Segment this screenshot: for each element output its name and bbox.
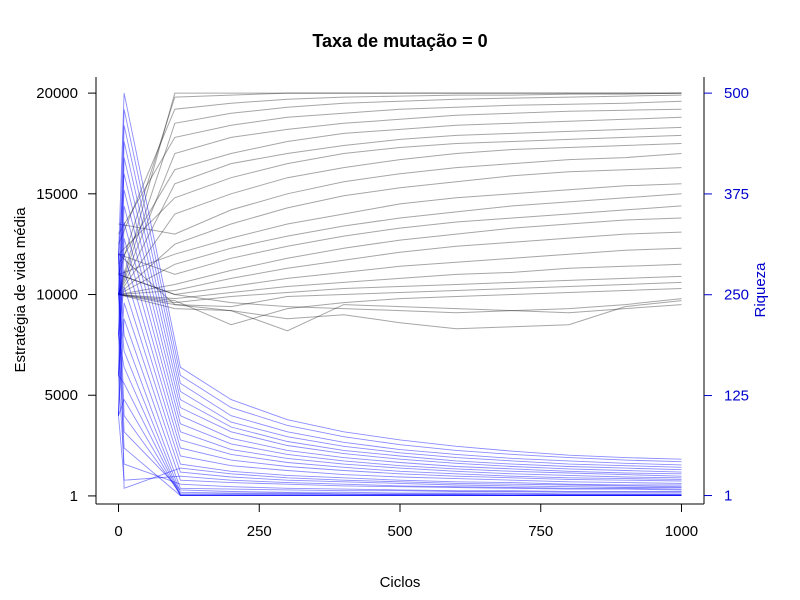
wealth-series-line	[118, 268, 682, 484]
strategy-series-line	[118, 108, 682, 295]
y2-axis-title: Riqueza	[752, 262, 769, 318]
x-axis-title: Ciclos	[380, 574, 421, 591]
wealth-series-line	[118, 415, 682, 490]
strategy-series-line	[118, 92, 682, 245]
wealth-series-line	[118, 302, 682, 488]
strategy-series-line	[118, 247, 682, 296]
y2-tick-label: 250	[724, 287, 749, 304]
y2-tick-label: 500	[724, 85, 749, 102]
wealth-series-line	[118, 141, 682, 468]
wealth-series-line	[118, 335, 682, 496]
wealth-series-line	[118, 335, 682, 496]
wealth-series-line	[118, 189, 682, 475]
wealth-series-line	[118, 238, 682, 480]
y2-tick-label: 1	[724, 488, 732, 505]
strategy-series-line	[118, 143, 682, 295]
strategy-series-line	[118, 134, 682, 255]
x-tick-label: 500	[387, 523, 412, 540]
y-tick-label: 15000	[36, 186, 78, 203]
y-tick-label: 1	[70, 488, 78, 505]
y-tick-label: 5000	[45, 387, 78, 404]
x-tick-label: 750	[528, 523, 553, 540]
strategy-series-line	[118, 263, 682, 300]
wealth-series-line	[118, 286, 682, 486]
wealth-series-line	[118, 375, 682, 492]
wealth-series-line	[118, 205, 682, 477]
wealth-series-line	[118, 254, 682, 489]
strategy-series-line	[118, 167, 682, 295]
wealth-series-line	[118, 173, 682, 473]
strategy-series-line	[118, 116, 682, 265]
x-tick-label: 1000	[665, 523, 698, 540]
wealth-series-line	[118, 254, 682, 496]
y-tick-label: 20000	[36, 85, 78, 102]
y2-tick-label: 125	[724, 388, 749, 405]
x-tick-label: 0	[114, 523, 122, 540]
strategy-series-line	[118, 231, 682, 295]
wealth-series-line	[118, 157, 682, 471]
wealth-series-line	[118, 222, 682, 479]
strategy-series-line	[118, 153, 682, 235]
wealth-series-line	[118, 318, 682, 491]
strategy-series-line	[118, 193, 682, 295]
wealth-series-line	[118, 294, 682, 496]
y-axis-title: Estratégia de vida média	[12, 207, 29, 373]
wealth-series-line	[118, 125, 682, 466]
strategy-series-line	[118, 205, 682, 275]
y2-tick-label: 375	[724, 186, 749, 203]
chart-title: Taxa de mutação = 0	[312, 31, 487, 51]
wealth-series-line	[118, 398, 682, 496]
strategy-series-line	[118, 288, 682, 326]
strategy-series-line	[118, 126, 682, 295]
wealth-series-line	[118, 93, 682, 460]
strategy-series-group	[118, 92, 682, 332]
strategy-series-line	[118, 100, 682, 235]
strategy-series-line	[118, 92, 682, 275]
wealth-series-line	[118, 253, 682, 482]
x-axis: 0 250 500 750 1000	[96, 503, 704, 540]
wealth-series-line	[118, 254, 682, 493]
strategy-series-line	[118, 294, 682, 330]
strategy-series-line	[118, 275, 682, 304]
strategy-series-line	[118, 92, 682, 295]
y-axis-right: 1 125 250 375 500	[703, 77, 749, 505]
strategy-series-line	[118, 253, 682, 308]
wealth-series-line	[118, 294, 682, 495]
wealth-series-group	[118, 93, 682, 496]
strategy-series-line	[118, 273, 682, 314]
wealth-series-line	[118, 375, 682, 496]
strategy-series-line	[118, 183, 682, 275]
strategy-series-line	[118, 217, 682, 295]
strategy-series-line	[118, 294, 682, 332]
strategy-series-line	[118, 94, 682, 295]
x-tick-label: 250	[247, 523, 272, 540]
y-tick-label: 10000	[36, 287, 78, 304]
wealth-series-line	[118, 109, 682, 463]
